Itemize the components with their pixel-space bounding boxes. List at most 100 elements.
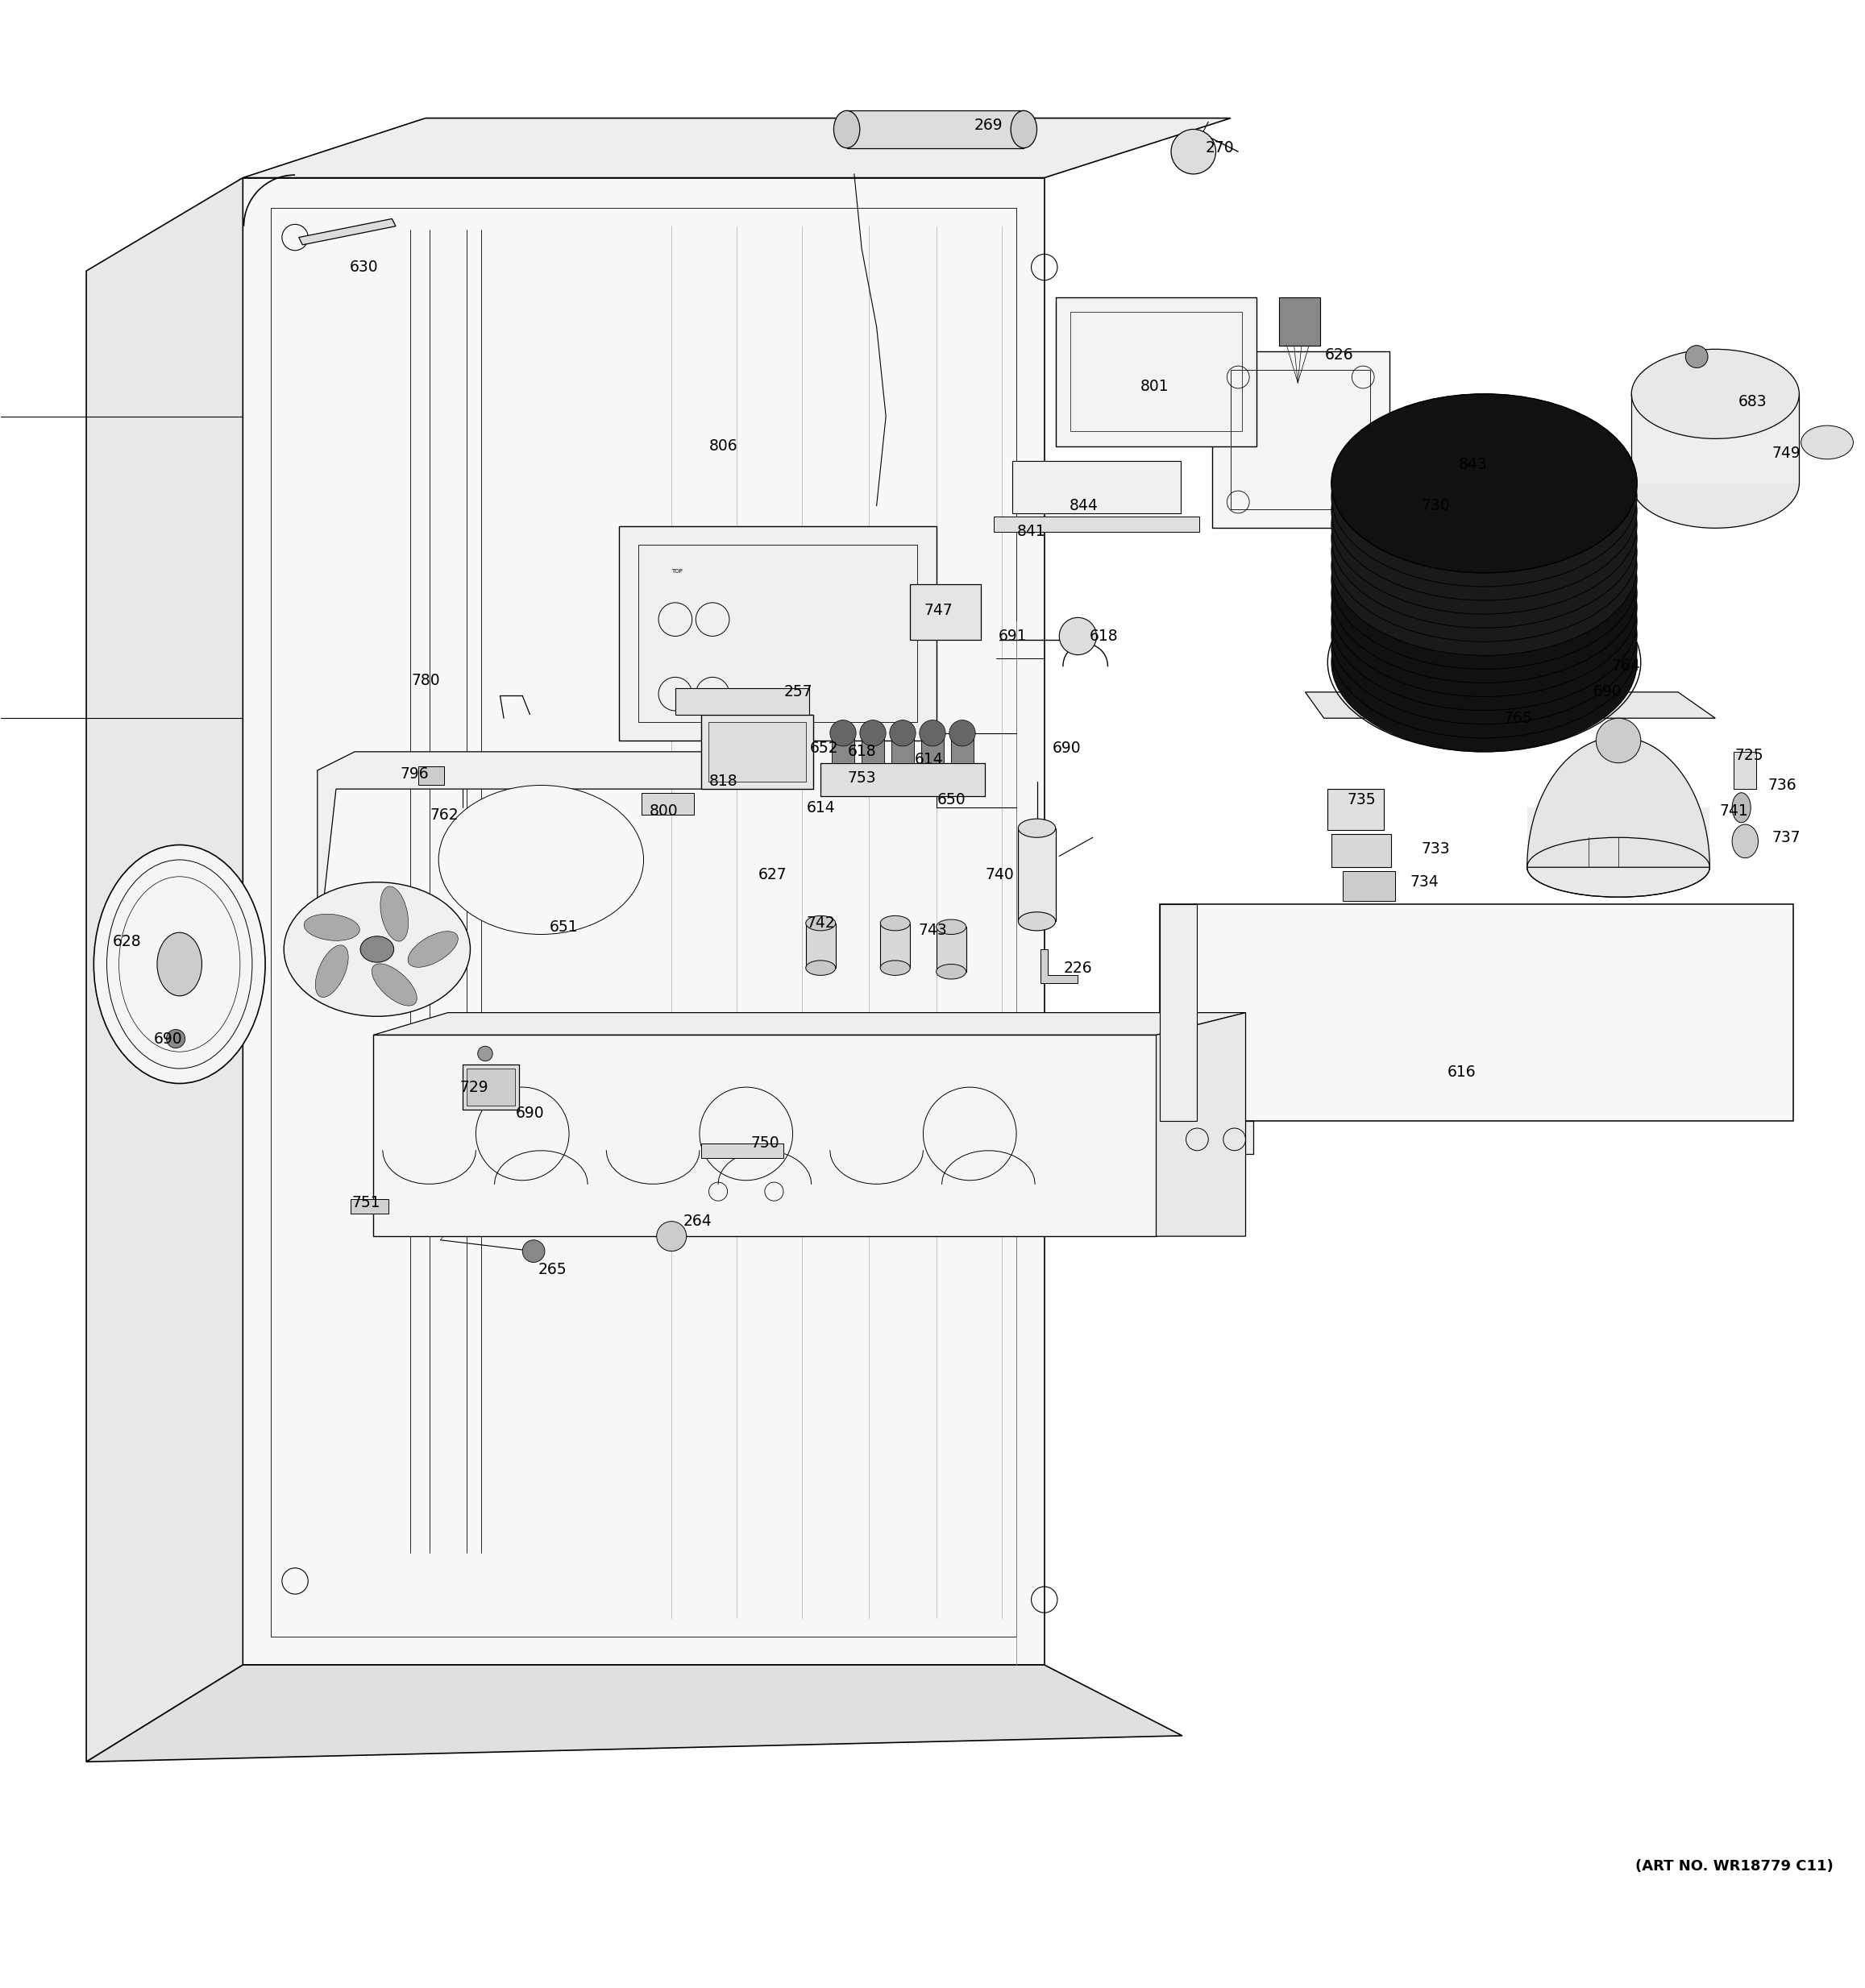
Bar [862,730,884,763]
Ellipse shape [1332,449,1637,628]
Ellipse shape [936,920,966,934]
Circle shape [477,1046,492,1062]
Text: 690: 690 [155,1032,183,1046]
Bar [463,1066,518,1109]
Text: 626: 626 [1324,348,1354,362]
Bar [638,545,918,722]
Polygon shape [1156,1012,1246,1237]
Bar [466,1068,515,1105]
Text: 737: 737 [1772,829,1800,845]
Text: 765: 765 [1503,710,1533,726]
Text: 618: 618 [1089,628,1119,644]
Text: 226: 226 [1063,960,1093,976]
Bar [1212,352,1389,529]
Polygon shape [1527,738,1710,867]
Circle shape [1554,706,1572,724]
Text: 740: 740 [985,867,1015,883]
Text: 628: 628 [114,934,142,950]
Ellipse shape [1332,408,1637,586]
Bar [1279,296,1320,346]
Polygon shape [86,1664,1182,1761]
Ellipse shape [1802,425,1854,459]
Polygon shape [242,117,1231,177]
Ellipse shape [157,932,201,996]
Ellipse shape [880,960,910,976]
Text: 762: 762 [429,807,459,823]
Ellipse shape [806,960,836,976]
Text: 742: 742 [806,916,836,930]
Ellipse shape [1332,505,1637,684]
Bar [1537,684,1611,700]
Ellipse shape [1018,819,1056,837]
Ellipse shape [1332,573,1637,751]
Text: 618: 618 [847,744,877,759]
Ellipse shape [283,883,470,1016]
Text: 265: 265 [537,1262,567,1278]
Bar [994,517,1199,533]
Polygon shape [86,177,242,1761]
Ellipse shape [304,914,360,940]
Polygon shape [298,219,395,245]
Bar [351,1199,388,1215]
Text: 741: 741 [1720,803,1748,819]
Circle shape [1596,718,1641,763]
Bar [1343,871,1395,901]
Ellipse shape [360,936,394,962]
Text: 729: 729 [459,1079,489,1095]
Bar [1071,312,1242,431]
Text: 764: 764 [1611,658,1641,674]
Circle shape [1686,346,1708,368]
Bar [880,922,910,968]
Text: 735: 735 [1347,793,1376,807]
Text: 270: 270 [1205,141,1235,155]
Bar [619,527,936,742]
Text: 616: 616 [1447,1066,1477,1079]
Text: 650: 650 [936,793,966,807]
Ellipse shape [1011,111,1037,147]
Text: 844: 844 [1069,499,1098,513]
Text: (ART NO. WR18779 C11): (ART NO. WR18779 C11) [1636,1859,1833,1873]
Ellipse shape [1332,435,1637,614]
Text: 627: 627 [757,867,787,883]
Bar [1013,461,1181,513]
Text: 651: 651 [548,918,578,934]
Ellipse shape [1632,350,1800,439]
Bar [1231,370,1371,509]
Bar [701,714,813,789]
Ellipse shape [880,916,910,930]
Ellipse shape [1733,825,1759,859]
Text: 800: 800 [649,803,679,819]
Bar [821,763,985,797]
Bar [1179,1121,1253,1155]
Circle shape [860,720,886,746]
Text: 614: 614 [806,799,836,815]
Polygon shape [317,751,765,956]
Ellipse shape [1332,463,1637,642]
Bar [1734,751,1757,789]
Text: 796: 796 [399,767,429,781]
Polygon shape [701,1143,783,1157]
Bar [847,111,1024,147]
Text: 780: 780 [410,674,440,688]
Text: 801: 801 [1140,380,1169,394]
Ellipse shape [380,887,408,940]
Ellipse shape [1332,421,1637,600]
Ellipse shape [806,916,836,930]
Ellipse shape [438,785,643,934]
Ellipse shape [1632,439,1800,529]
Text: 734: 734 [1410,875,1440,891]
Ellipse shape [1332,394,1637,573]
Text: 753: 753 [847,769,877,785]
Polygon shape [1041,950,1078,982]
Ellipse shape [1332,559,1637,738]
Ellipse shape [1332,394,1637,573]
Bar [921,730,944,763]
Polygon shape [373,1012,1246,1036]
Ellipse shape [1332,491,1637,670]
Circle shape [830,720,856,746]
Ellipse shape [1332,545,1637,724]
Bar [832,730,854,763]
Text: 841: 841 [1016,525,1046,539]
Ellipse shape [408,930,459,968]
Bar [1018,829,1056,920]
